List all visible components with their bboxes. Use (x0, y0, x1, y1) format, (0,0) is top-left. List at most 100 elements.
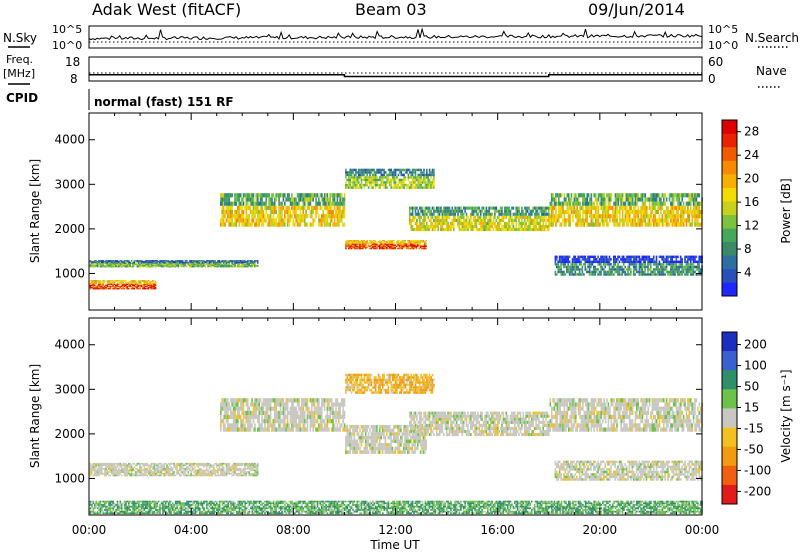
data-cell (536, 218, 539, 222)
data-cell (166, 260, 168, 263)
data-cell (677, 201, 679, 206)
data-cell (572, 205, 574, 210)
data-cell (127, 285, 130, 288)
data-cell (95, 462, 97, 465)
data-cell (554, 255, 557, 259)
data-cell (105, 262, 107, 265)
data-cell (563, 214, 566, 219)
data-cell (482, 206, 485, 210)
data-cell (143, 285, 145, 288)
data-cell (390, 181, 393, 184)
power-xticks (88, 113, 703, 310)
data-cell (627, 218, 630, 223)
data-cell (640, 218, 642, 223)
data-cell (434, 228, 437, 232)
data-cell (108, 262, 110, 265)
data-cell (239, 205, 242, 210)
data-cell (205, 466, 208, 468)
data-cell (498, 228, 500, 232)
data-cell (112, 265, 114, 268)
data-cell (194, 263, 197, 265)
data-cell (177, 469, 180, 472)
data-cell (433, 209, 435, 213)
data-cell (109, 464, 112, 467)
data-cell (204, 261, 207, 264)
data-cell (567, 201, 570, 206)
data-cell (136, 472, 139, 475)
data-cell (207, 262, 209, 265)
data-cell (101, 469, 103, 472)
data-cell (122, 282, 124, 284)
data-cell (196, 462, 198, 465)
data-cell (566, 201, 569, 206)
data-cell (647, 268, 649, 271)
data-cell (560, 222, 563, 227)
data-cell (239, 265, 242, 268)
data-cell (183, 467, 185, 470)
date-title: 09/Jun/2014 (588, 0, 685, 19)
data-cell (278, 218, 280, 223)
data-cell (477, 206, 479, 210)
data-cell (329, 218, 332, 223)
data-cell (591, 255, 594, 259)
data-cell (506, 206, 509, 210)
data-cell (670, 205, 672, 210)
data-cell (670, 260, 672, 264)
data-cell (109, 469, 112, 472)
data-cell (99, 467, 102, 470)
data-cell (193, 263, 195, 265)
data-cell (428, 209, 431, 213)
data-cell (421, 245, 423, 248)
data-cell (360, 168, 363, 172)
data-cell (555, 193, 557, 198)
data-cell (330, 201, 333, 206)
data-cell (420, 168, 422, 172)
data-cell (231, 205, 233, 210)
data-cell (255, 197, 258, 202)
data-cell (281, 205, 283, 210)
data-cell (604, 197, 607, 202)
data-cell (416, 176, 418, 179)
data-cell (434, 215, 437, 219)
data-cell (190, 262, 192, 265)
data-cell (319, 201, 322, 206)
data-cell (333, 214, 336, 219)
data-cell (179, 264, 181, 266)
data-cell (265, 205, 268, 210)
data-cell (509, 215, 512, 219)
data-cell (348, 178, 350, 182)
data-cell (186, 260, 188, 262)
data-cell (419, 245, 422, 248)
data-cell (123, 471, 126, 473)
data-cell (424, 228, 427, 232)
data-cell (342, 209, 344, 215)
data-cell (637, 270, 639, 274)
power-ylabel: Slant Range [km] (28, 159, 42, 263)
data-cell (208, 462, 211, 465)
data-cell (139, 280, 141, 282)
data-cell (201, 472, 204, 475)
data-cell (245, 265, 248, 267)
data-cell (596, 209, 598, 215)
data-cell (89, 280, 92, 282)
data-cell (609, 197, 611, 202)
data-cell (299, 222, 302, 227)
data-cell (89, 287, 92, 290)
data-cell (512, 212, 515, 216)
data-cell (645, 273, 648, 276)
data-cell (279, 214, 282, 219)
data-cell (295, 201, 297, 206)
data-cell (548, 206, 550, 210)
data-cell (672, 222, 675, 227)
data-cell (378, 242, 381, 244)
data-cell (657, 193, 659, 198)
data-cell (589, 209, 591, 215)
data-cell (651, 209, 654, 215)
data-cell (400, 171, 403, 174)
data-cell (665, 205, 668, 210)
data-cell (538, 225, 540, 229)
data-cell (409, 171, 411, 174)
data-cell (665, 255, 668, 259)
data-cell (159, 471, 161, 473)
data-cell (428, 171, 431, 174)
